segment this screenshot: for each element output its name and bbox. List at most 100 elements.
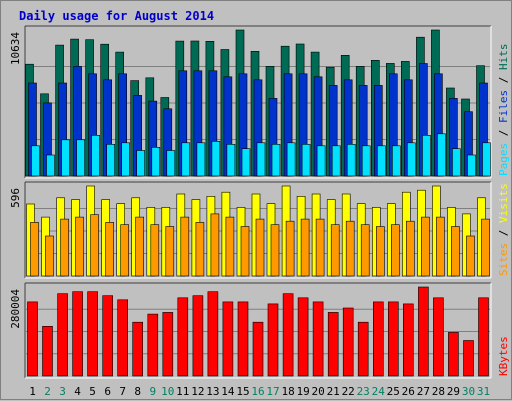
bar-pages-day-19 xyxy=(301,144,311,177)
bar-pages-day-9 xyxy=(151,147,161,177)
day-label-29: 29 xyxy=(447,385,460,398)
bar-sites-day-13 xyxy=(210,213,220,277)
bar-sites-day-5 xyxy=(90,214,99,277)
bar-kbytes-day-11 xyxy=(177,297,189,377)
bar-pages-day-6 xyxy=(106,144,115,177)
day-label-12: 12 xyxy=(191,385,204,398)
y-max-label: 596 xyxy=(9,188,22,208)
panel-hits-files-pages: 10634 Pages / Files / Hits xyxy=(9,25,510,179)
bar-pages-day-1 xyxy=(31,145,40,177)
bar-kbytes-day-31 xyxy=(478,297,489,377)
bar-kbytes-day-26 xyxy=(402,303,414,377)
bar-kbytes-day-20 xyxy=(312,301,324,377)
bar-pages-day-11 xyxy=(181,142,191,177)
bar-kbytes-day-8 xyxy=(132,321,143,377)
panel-visits-sites: 596 Sites / Visits xyxy=(9,181,510,279)
day-label-28: 28 xyxy=(432,385,445,398)
day-label-7: 7 xyxy=(119,385,126,398)
bar-pages-day-20 xyxy=(316,145,326,177)
day-label-13: 13 xyxy=(206,385,219,398)
day-label-21: 21 xyxy=(327,385,340,398)
bar-kbytes-day-24 xyxy=(372,301,384,377)
bar-pages-day-10 xyxy=(166,150,176,177)
bar-sites-day-7 xyxy=(120,224,129,277)
day-label-30: 30 xyxy=(462,385,475,398)
bar-pages-day-16 xyxy=(256,142,266,177)
day-label-6: 6 xyxy=(104,385,111,398)
chart-title: Daily usage for August 2014 xyxy=(19,9,214,23)
day-label-1: 1 xyxy=(29,385,36,398)
bar-kbytes-day-23 xyxy=(357,321,369,377)
bar-kbytes-day-21 xyxy=(327,312,339,377)
bar-pages-day-13 xyxy=(211,141,221,177)
bar-kbytes-day-25 xyxy=(387,301,399,377)
day-label-2: 2 xyxy=(44,385,51,398)
bar-pages-day-15 xyxy=(241,148,251,177)
bar-kbytes-day-28 xyxy=(433,297,444,377)
bar-kbytes-day-19 xyxy=(297,297,309,377)
bar-kbytes-day-17 xyxy=(267,303,279,377)
legend-entry: Files xyxy=(497,90,510,123)
bar-sites-day-23 xyxy=(360,224,370,277)
bar-sites-day-12 xyxy=(195,222,205,277)
bar-pages-day-26 xyxy=(406,142,416,177)
legend-entry: KBytes xyxy=(497,336,510,376)
bar-pages-day-12 xyxy=(196,142,206,177)
legend-entry: Sites xyxy=(497,243,510,276)
panel-legend: Pages / Files / Hits xyxy=(497,44,510,177)
bar-kbytes-day-5 xyxy=(87,291,98,377)
bar-pages-day-7 xyxy=(121,142,130,177)
bar-sites-day-16 xyxy=(255,218,265,277)
bar-sites-day-20 xyxy=(315,218,325,277)
bar-sites-day-14 xyxy=(225,216,235,277)
bar-sites-day-11 xyxy=(180,216,190,277)
bar-kbytes-day-12 xyxy=(192,295,204,377)
legend-entry: / xyxy=(497,70,510,90)
bar-kbytes-day-10 xyxy=(162,312,174,377)
day-label-25: 25 xyxy=(387,385,400,398)
bar-sites-day-25 xyxy=(390,224,400,277)
bar-pages-day-5 xyxy=(91,135,100,177)
bar-sites-day-30 xyxy=(466,235,475,277)
bar-sites-day-24 xyxy=(375,226,385,277)
bar-kbytes-day-4 xyxy=(72,291,83,377)
bar-sites-day-22 xyxy=(345,220,355,277)
bar-kbytes-day-30 xyxy=(463,340,474,377)
y-max-label: 280004 xyxy=(9,289,22,329)
day-label-26: 26 xyxy=(402,385,415,398)
bar-sites-day-19 xyxy=(300,218,310,277)
day-label-24: 24 xyxy=(372,385,386,398)
day-label-9: 9 xyxy=(149,385,156,398)
bar-kbytes-day-7 xyxy=(117,299,128,377)
bar-sites-day-29 xyxy=(451,226,460,277)
bar-kbytes-day-29 xyxy=(448,332,459,377)
bar-pages-day-28 xyxy=(437,133,446,177)
bar-pages-day-17 xyxy=(271,144,281,177)
legend-entry: Pages xyxy=(497,143,510,176)
bar-sites-day-15 xyxy=(240,226,250,277)
bar-kbytes-day-16 xyxy=(252,321,264,377)
day-label-17: 17 xyxy=(266,385,279,398)
day-label-18: 18 xyxy=(281,385,294,398)
bar-pages-day-27 xyxy=(422,135,431,177)
bar-pages-day-21 xyxy=(331,145,341,177)
panel-legend: Sites / Visits xyxy=(497,183,510,276)
legend-entry: Hits xyxy=(497,44,510,71)
day-labels: 1 2 3 4 5 6 7 8 9 10 11 12 13 14 15 16 17 18 19 20 21 22 23 24 2… xyxy=(29,385,490,398)
bar-sites-day-31 xyxy=(481,218,490,277)
day-label-22: 22 xyxy=(342,385,355,398)
bar-sites-day-26 xyxy=(405,220,415,277)
bar-sites-day-18 xyxy=(285,220,295,277)
chart-panels: 10634 Pages / Files / Hits 596 Sites / Visi… xyxy=(9,25,510,379)
bar-sites-day-21 xyxy=(330,224,340,277)
bar-pages-day-14 xyxy=(226,144,236,177)
bar-kbytes-day-6 xyxy=(102,295,113,377)
bar-kbytes-day-9 xyxy=(147,313,159,377)
bar-kbytes-day-13 xyxy=(207,291,219,377)
day-label-19: 19 xyxy=(296,385,309,398)
bar-pages-day-3 xyxy=(61,139,70,177)
bar-sites-day-1 xyxy=(30,222,39,277)
day-label-20: 20 xyxy=(311,385,324,398)
bar-kbytes-day-22 xyxy=(342,307,354,377)
